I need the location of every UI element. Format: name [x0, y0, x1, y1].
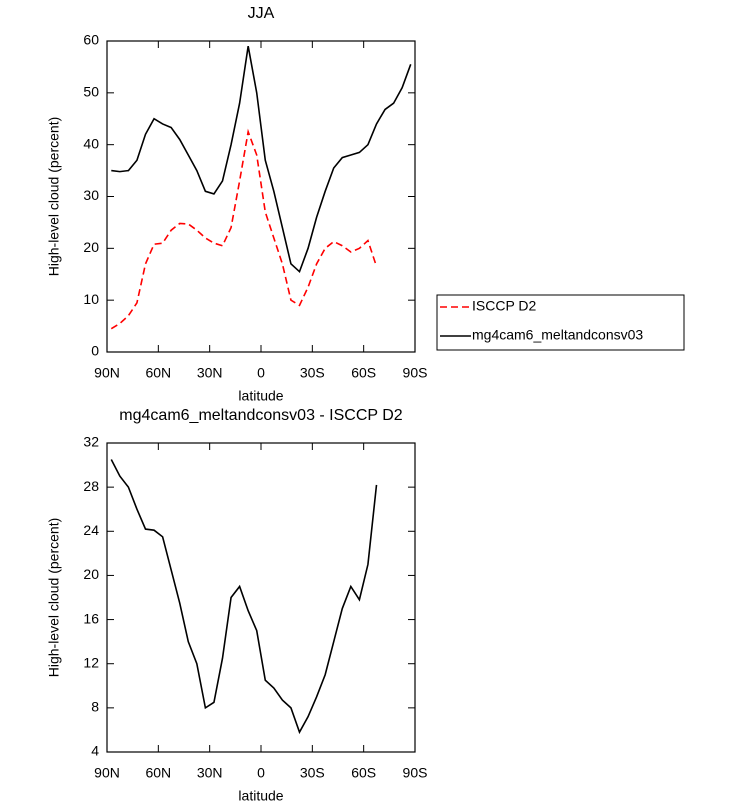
- y-tick-label: 4: [91, 743, 99, 759]
- y-tick-label: 20: [83, 239, 99, 255]
- x-axis-label: latitude: [238, 788, 283, 804]
- y-tick-label: 60: [83, 32, 99, 48]
- chart-title: mg4cam6_meltandconsv03 - ISCCP D2: [119, 407, 402, 424]
- x-tick-label: 60S: [351, 765, 376, 781]
- x-tick-label: 30S: [300, 765, 325, 781]
- y-tick-label: 24: [83, 522, 99, 538]
- x-tick-label: 60S: [351, 365, 376, 381]
- x-tick-label: 90N: [94, 365, 120, 381]
- y-tick-label: 28: [83, 478, 99, 494]
- y-tick-label: 10: [83, 291, 99, 307]
- y-axis-label: High-level cloud (percent): [46, 518, 62, 678]
- y-tick-label: 8: [91, 699, 99, 715]
- y-tick-label: 32: [83, 434, 99, 450]
- plot-frame: [106, 40, 416, 353]
- x-tick-label: 0: [257, 765, 265, 781]
- y-tick-label: 20: [83, 566, 99, 582]
- x-tick-label: 30S: [300, 365, 325, 381]
- y-tick-label: 50: [83, 84, 99, 100]
- x-tick-label: 30N: [197, 365, 223, 381]
- data-line: [111, 46, 412, 274]
- y-tick-label: 40: [83, 135, 99, 151]
- plot-frame: [106, 442, 416, 753]
- y-tick-label: 30: [83, 187, 99, 203]
- x-tick-label: 0: [257, 365, 265, 381]
- x-tick-label: 60N: [145, 765, 171, 781]
- y-tick-label: 12: [83, 654, 99, 670]
- y-axis-label: High-level cloud (percent): [46, 117, 62, 277]
- legend-box: [436, 294, 685, 351]
- y-tick-label: 0: [91, 343, 99, 359]
- legend-label: mg4cam6_meltandconsv03: [472, 327, 643, 343]
- legend-label: ISCCP D2: [472, 298, 537, 314]
- x-axis-label: latitude: [238, 388, 283, 404]
- x-tick-label: 30N: [197, 765, 223, 781]
- x-tick-label: 90S: [403, 365, 428, 381]
- x-tick-label: 90N: [94, 765, 120, 781]
- x-tick-label: 90S: [403, 765, 428, 781]
- chart-title: JJA: [248, 5, 275, 22]
- data-line: [110, 128, 378, 330]
- y-tick-label: 16: [83, 610, 99, 626]
- x-tick-label: 60N: [145, 365, 171, 381]
- data-line: [110, 459, 378, 735]
